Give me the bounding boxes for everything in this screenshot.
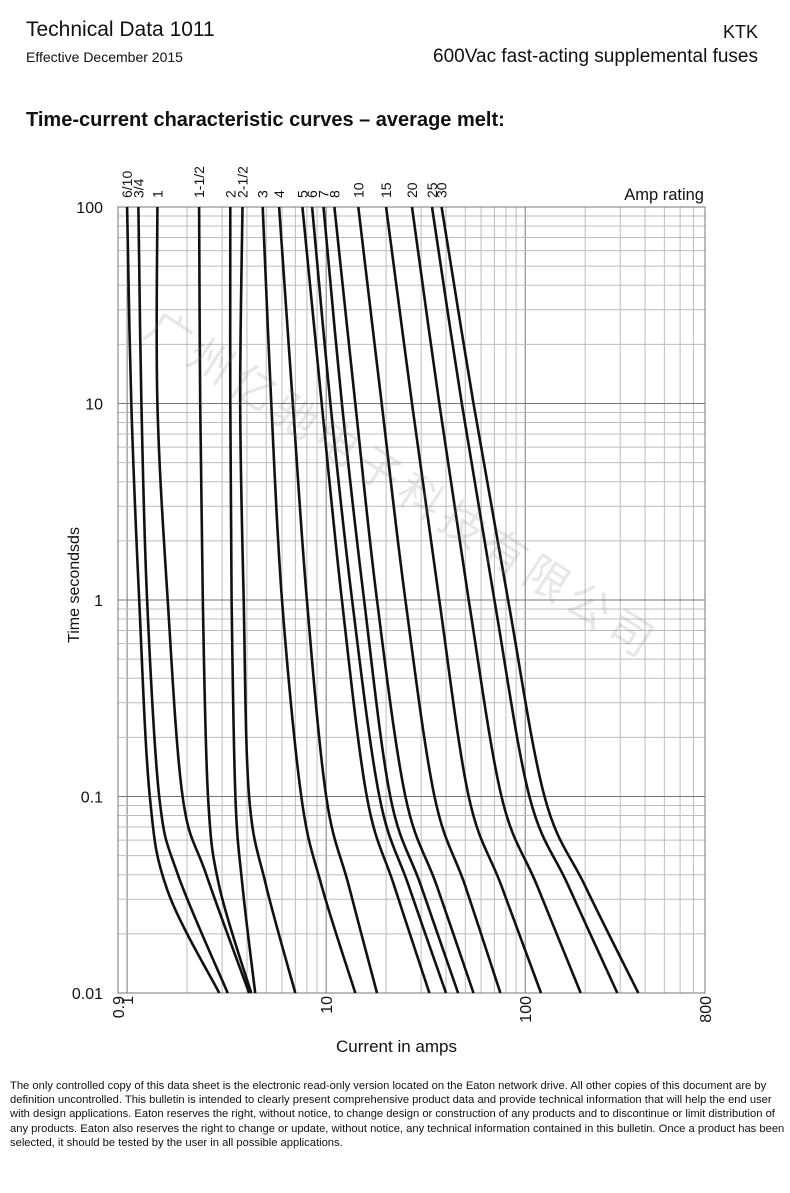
chart-curves — [125, 206, 640, 994]
amp-rating-label: 10 — [350, 182, 366, 198]
curve-8 — [333, 206, 475, 994]
curve-6 — [310, 206, 448, 994]
curve-20 — [410, 206, 582, 994]
y-tick-label: 0.01 — [72, 986, 103, 1003]
curve-10 — [357, 206, 502, 994]
header-right-title: KTK — [722, 22, 758, 42]
header-left-subtitle: Effective December 2015 — [26, 49, 183, 65]
amp-rating-label: 25 — [424, 182, 440, 198]
curve-7 — [322, 206, 460, 994]
y-tick-label: 10 — [85, 397, 103, 414]
section-title: Time-current characteristic curves – ave… — [26, 109, 505, 131]
x-tick-label: 800 — [698, 996, 715, 1023]
amp-rating-label: 20 — [404, 182, 420, 198]
header-right-subtitle: 600Vac fast-acting supplemental fuses — [433, 46, 758, 67]
x-tick-label: 0.9 — [111, 996, 128, 1018]
header-left-title: Technical Data 1011 — [26, 18, 215, 41]
x-tick-label: 1 — [120, 996, 137, 1005]
plot-frame — [117, 206, 706, 994]
y-axis-label: Time secondsds — [66, 527, 83, 643]
amp-rating-label: 7 — [316, 190, 332, 198]
curve-4 — [277, 206, 379, 994]
curve-15 — [384, 206, 543, 994]
curve-5 — [301, 206, 431, 994]
y-tick-label: 0.1 — [81, 790, 103, 807]
curve-30 — [440, 206, 640, 994]
amp-rating-label: 8 — [326, 190, 342, 198]
curve-25 — [430, 206, 619, 994]
curve-3-4 — [137, 206, 229, 994]
y-tick-label: 1 — [94, 593, 103, 610]
amp-rating-label: 15 — [378, 182, 394, 198]
footer-disclaimer: The only controlled copy of this data sh… — [10, 1080, 785, 1149]
curve-2 — [228, 206, 257, 994]
amp-rating-label: 1-1/2 — [191, 166, 207, 198]
chart-grid — [117, 206, 706, 994]
amp-rating-label: 4 — [271, 190, 287, 198]
curve-1-1-2 — [197, 206, 253, 994]
curve-6-10 — [125, 206, 221, 994]
amp-rating-label: 6 — [304, 190, 320, 198]
amp-rating-label: 6/10 — [119, 171, 135, 198]
amp-rating-label: 5 — [294, 190, 310, 198]
y-tick-label: 100 — [76, 200, 103, 217]
amp-rating-label: 30 — [434, 182, 450, 198]
x-axis-label: Current in amps — [336, 1037, 457, 1056]
x-tick-label: 100 — [518, 996, 535, 1023]
legend-title: Amp rating — [624, 186, 704, 204]
curve-2-1-2 — [238, 206, 297, 994]
amp-rating-label: 1 — [149, 190, 165, 198]
amp-rating-label: 3 — [255, 190, 271, 198]
amp-rating-label: 3/4 — [130, 178, 146, 198]
curve-1 — [155, 206, 251, 994]
amp-rating-label: 2 — [222, 190, 238, 198]
x-tick-label: 10 — [319, 996, 336, 1014]
amp-rating-label: 2-1/2 — [235, 166, 251, 198]
curve-3 — [261, 206, 357, 994]
